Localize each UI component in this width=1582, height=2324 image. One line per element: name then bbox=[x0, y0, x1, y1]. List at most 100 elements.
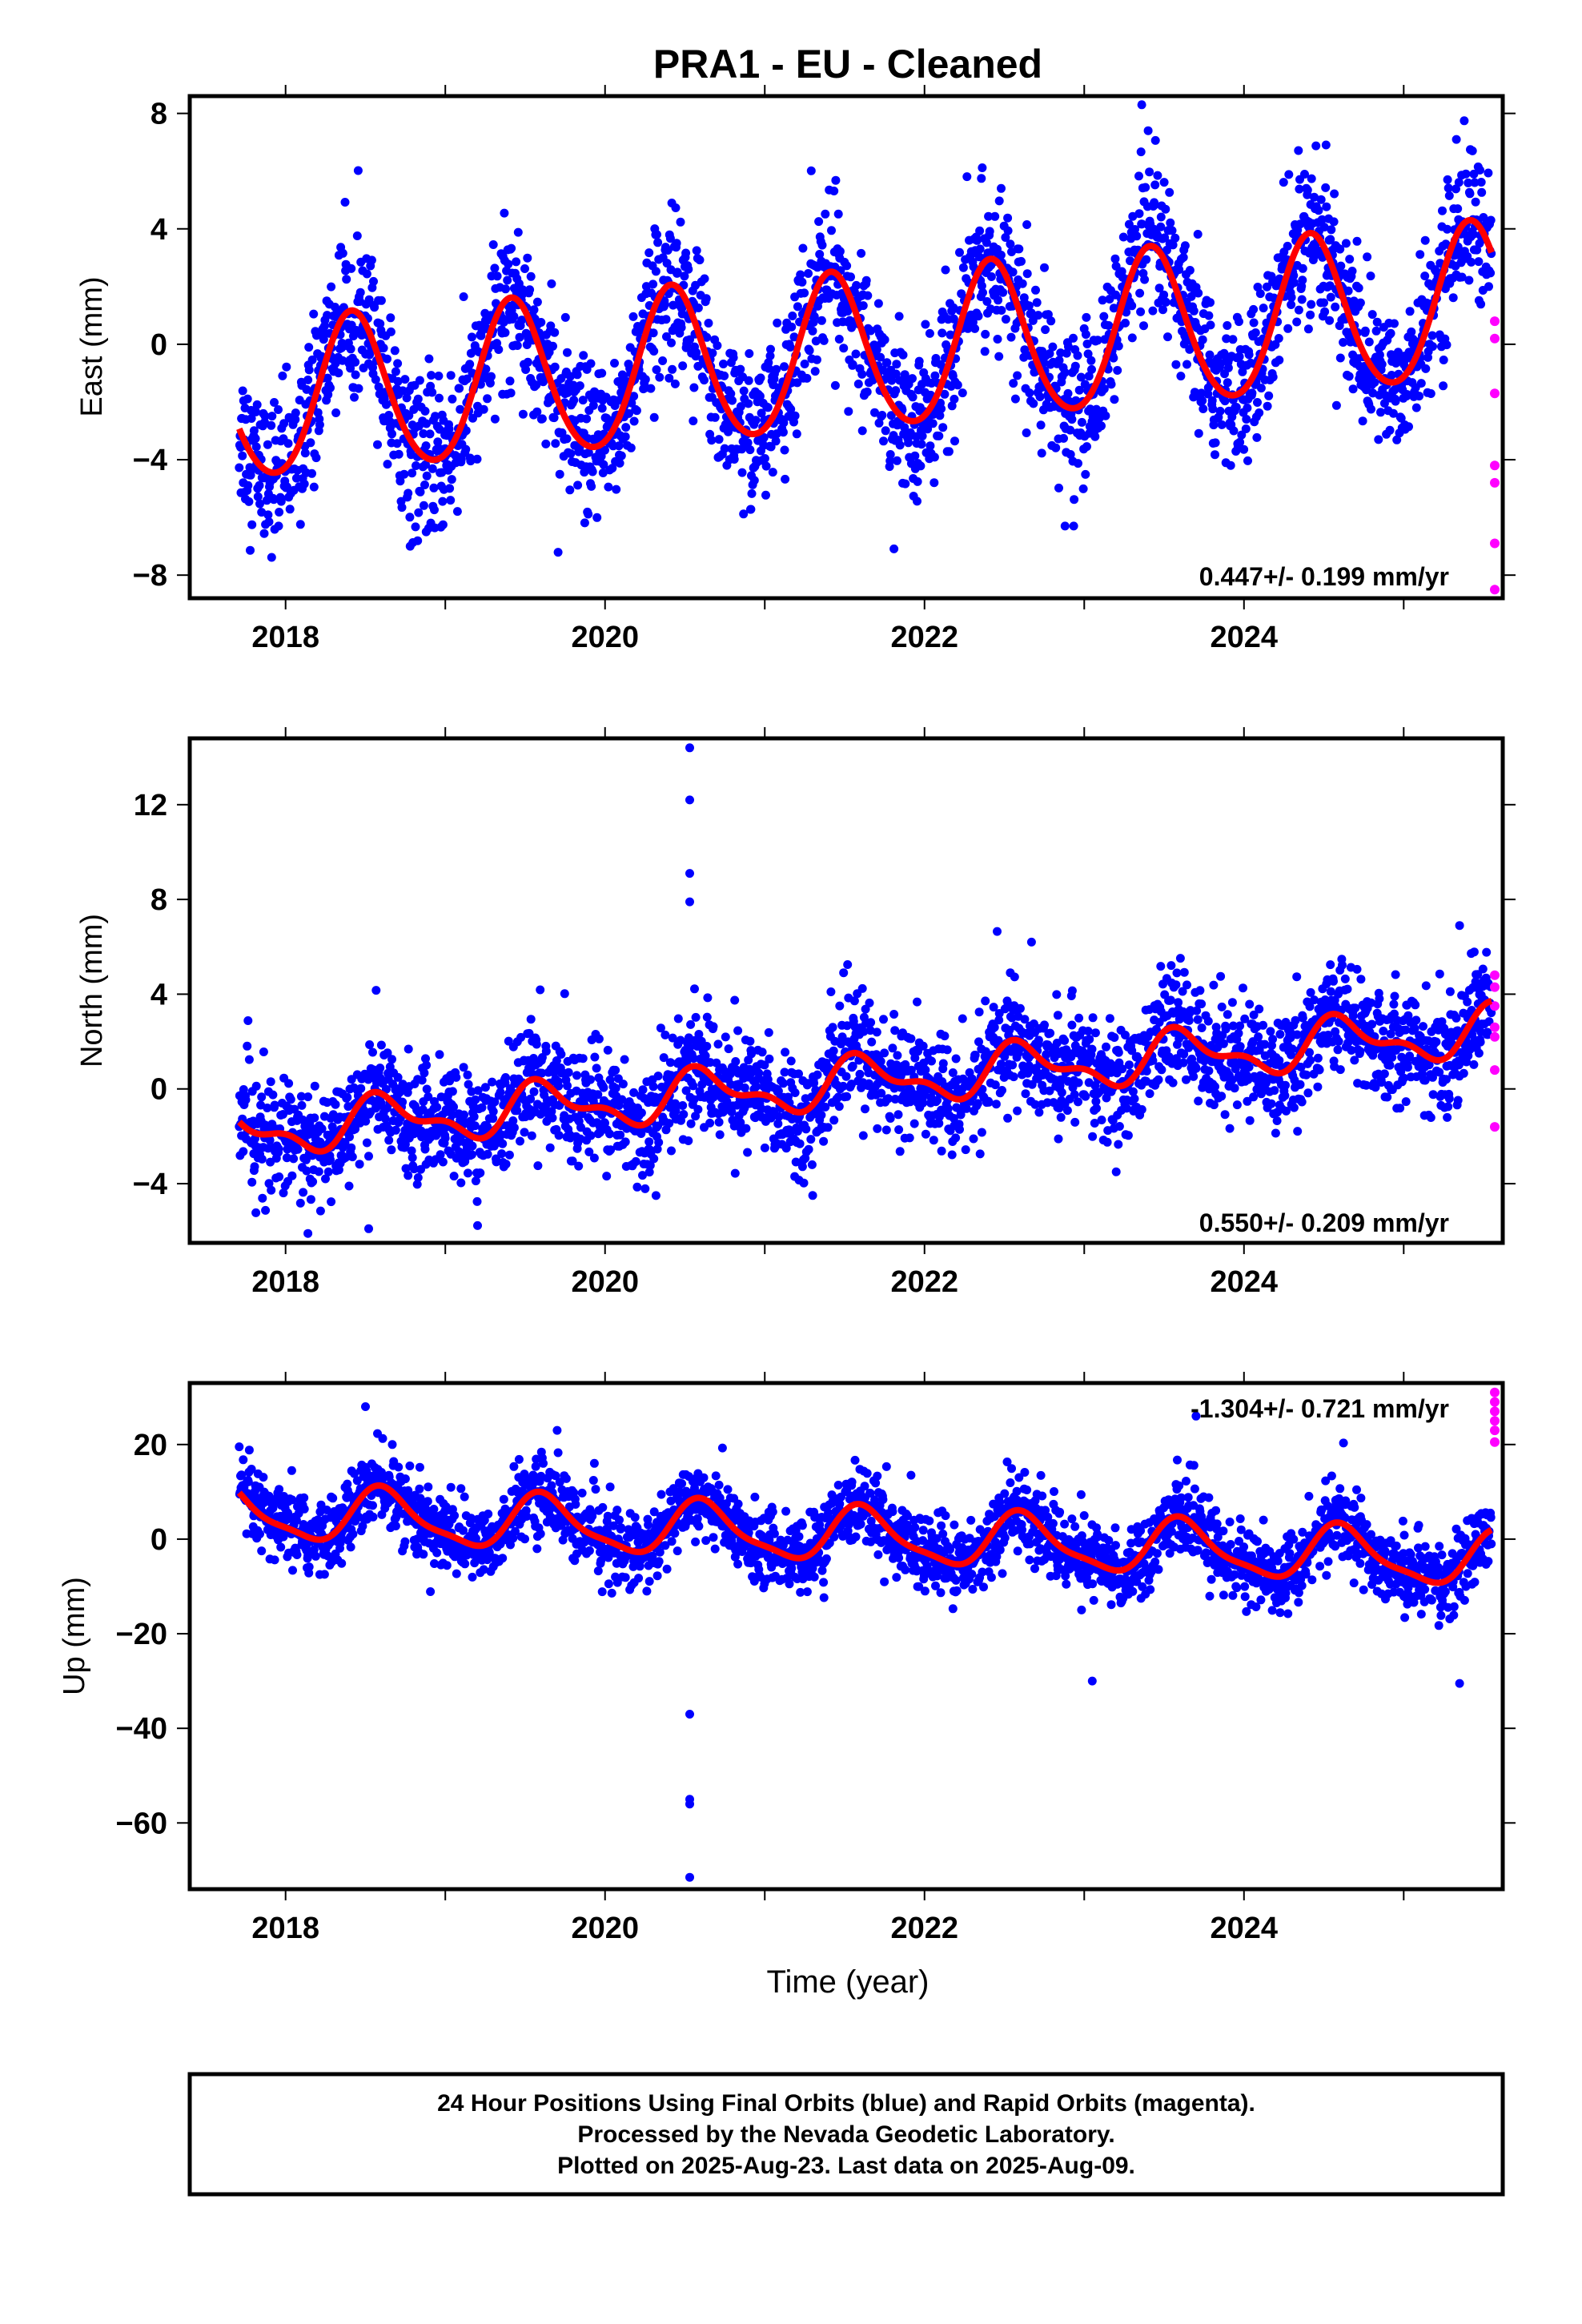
final-point bbox=[1025, 388, 1034, 398]
final-point bbox=[805, 346, 814, 356]
final-point bbox=[927, 1056, 936, 1066]
final-point bbox=[1354, 283, 1363, 293]
final-point bbox=[532, 380, 541, 390]
final-point bbox=[853, 380, 863, 388]
final-point bbox=[841, 1072, 851, 1081]
final-point bbox=[745, 1036, 755, 1046]
final-point bbox=[765, 1054, 774, 1063]
final-point bbox=[250, 1162, 259, 1172]
final-point bbox=[1275, 1030, 1285, 1039]
final-point bbox=[851, 349, 861, 359]
final-point bbox=[1453, 204, 1463, 214]
final-point bbox=[1386, 328, 1395, 338]
final-point bbox=[653, 1072, 663, 1081]
final-point bbox=[616, 1130, 625, 1140]
final-point bbox=[246, 470, 255, 480]
final-point bbox=[640, 375, 650, 384]
final-point bbox=[1461, 169, 1471, 179]
final-point bbox=[550, 328, 560, 337]
final-point bbox=[509, 312, 519, 321]
final-point bbox=[247, 414, 256, 423]
final-point bbox=[521, 365, 531, 374]
final-point bbox=[347, 1152, 357, 1162]
final-point bbox=[578, 396, 588, 405]
final-point bbox=[1320, 307, 1330, 316]
final-point bbox=[1193, 230, 1203, 239]
final-point bbox=[452, 1072, 461, 1082]
final-outlier-point bbox=[421, 527, 431, 537]
final-point bbox=[291, 415, 300, 424]
final-point bbox=[1031, 285, 1040, 295]
final-point bbox=[546, 321, 556, 331]
final-point bbox=[1322, 202, 1331, 211]
final-point bbox=[421, 441, 431, 451]
final-point bbox=[990, 1023, 999, 1032]
final-point bbox=[415, 376, 424, 385]
final-point bbox=[819, 336, 829, 345]
final-point bbox=[751, 416, 761, 425]
final-point bbox=[456, 404, 465, 414]
final-point bbox=[977, 174, 986, 183]
final-point bbox=[500, 208, 509, 218]
final-point bbox=[459, 1063, 468, 1072]
final-point bbox=[503, 275, 512, 285]
final-point bbox=[422, 419, 432, 428]
final-point bbox=[1166, 218, 1175, 227]
final-point bbox=[512, 257, 521, 267]
final-point bbox=[1303, 185, 1312, 195]
final-point bbox=[387, 1055, 396, 1064]
final-point bbox=[950, 394, 959, 404]
final-point bbox=[1204, 311, 1214, 320]
final-point bbox=[1251, 328, 1260, 337]
final-point bbox=[1404, 422, 1413, 432]
final-point bbox=[614, 441, 624, 451]
final-point bbox=[760, 454, 769, 463]
final-point bbox=[1281, 1080, 1290, 1090]
final-point bbox=[285, 505, 295, 514]
final-point bbox=[793, 302, 802, 312]
final-point bbox=[730, 1168, 740, 1178]
final-point bbox=[681, 248, 691, 258]
final-point bbox=[1303, 324, 1313, 334]
final-point bbox=[715, 1130, 725, 1140]
final-point bbox=[1189, 306, 1199, 316]
final-point bbox=[1037, 448, 1046, 458]
final-point bbox=[1206, 298, 1215, 308]
final-point bbox=[1294, 146, 1303, 155]
final-point bbox=[785, 343, 795, 352]
final-point bbox=[991, 1100, 1001, 1109]
final-point bbox=[1077, 417, 1086, 427]
final-point bbox=[885, 450, 895, 459]
final-point bbox=[826, 987, 836, 996]
final-point bbox=[812, 355, 821, 364]
final-point bbox=[778, 1079, 788, 1088]
final-point bbox=[817, 240, 827, 250]
final-point bbox=[1343, 286, 1353, 296]
final-point bbox=[575, 381, 584, 391]
final-point bbox=[892, 456, 901, 465]
final-point bbox=[1245, 1116, 1255, 1125]
y-tick-label: 0 bbox=[151, 328, 167, 362]
final-point bbox=[1464, 275, 1474, 285]
final-point bbox=[731, 1057, 741, 1066]
final-point bbox=[536, 318, 546, 327]
final-point bbox=[745, 445, 755, 455]
final-point bbox=[1040, 263, 1049, 272]
final-point bbox=[461, 444, 471, 454]
final-outlier-point bbox=[1060, 521, 1070, 531]
final-point bbox=[906, 1034, 916, 1043]
final-point bbox=[1132, 231, 1142, 241]
final-point bbox=[1145, 1089, 1154, 1099]
final-point bbox=[260, 412, 270, 421]
final-point bbox=[1090, 432, 1100, 441]
final-point bbox=[756, 373, 765, 383]
final-point bbox=[704, 319, 713, 328]
final-point bbox=[1331, 302, 1340, 312]
final-point bbox=[702, 1042, 712, 1051]
final-point bbox=[958, 1014, 967, 1023]
final-point bbox=[400, 469, 409, 479]
final-point bbox=[690, 984, 699, 994]
final-point bbox=[1154, 1075, 1163, 1084]
final-point bbox=[910, 451, 920, 460]
final-point bbox=[1376, 408, 1385, 417]
